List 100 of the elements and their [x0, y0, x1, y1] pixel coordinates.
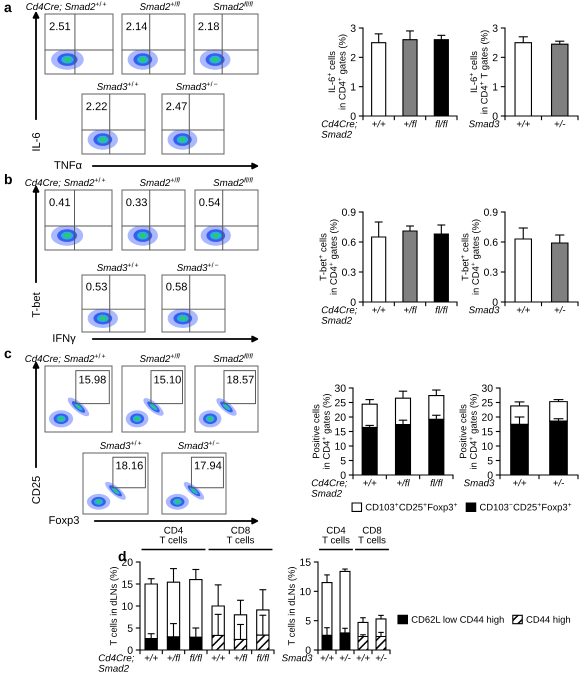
y-tick-label: 5: [306, 617, 311, 625]
legend-label: CD103$^{+}$CD25$^{+}$Foxp3$^{+}$: [366, 503, 458, 512]
category-label: Smad3$^{+/+}$: [97, 81, 138, 90]
y-tick-label: 20: [334, 414, 346, 421]
x-tick-label: +/+: [372, 120, 386, 128]
category-label: Smad2$^{+/fl}$: [140, 353, 180, 362]
x-tick-label: +/-: [340, 654, 351, 662]
x-tick-label: fl/fl: [430, 479, 443, 486]
x-axis-title: Smad3: [282, 654, 312, 662]
x-tick-label: +/+: [363, 479, 376, 486]
x-tick-label: +/-: [376, 654, 387, 662]
y-axis-title: Positive cells in CD4$^{+}$ gates (%): [312, 394, 332, 469]
y-tick-label: 0: [340, 472, 346, 479]
category-label: Smad3$^{+/+}$: [100, 440, 142, 450]
x-axis-title: Smad3: [468, 120, 500, 128]
x-axis-title: Cd4Cre; Smad2: [322, 120, 358, 138]
legend-label: CD44 high: [526, 616, 570, 625]
x-tick-label: +/-: [553, 479, 564, 486]
x-tick-label: fl/fl: [190, 654, 202, 662]
text: Foxp3: [49, 516, 79, 526]
x-axis-title: Smad3: [468, 306, 500, 314]
y-axis-title: T cells in dLNs (%): [110, 567, 119, 646]
x-axis-title: Smad3: [464, 479, 494, 486]
category-label: Smad3$^{+/+}$: [97, 262, 138, 272]
x-tick-label: +/-: [554, 306, 566, 314]
y-tick-label: 10: [482, 442, 493, 450]
y-tick-label: 25: [482, 399, 493, 406]
x-tick-label: +/fl: [234, 654, 248, 662]
x-tick-label: +/fl: [404, 306, 417, 314]
y-axis-title: T cells in dLNs (%): [288, 567, 297, 646]
y-tick-label: 10: [122, 602, 133, 610]
category-label: Cd4Cre; Smad2$^{+/+}$: [25, 177, 106, 188]
y-tick-label: 0.9: [342, 208, 356, 216]
y-tick-label: 5: [128, 624, 133, 632]
legend-label: CD62L low CD44 high: [412, 616, 504, 625]
y-tick-label: 3: [492, 24, 498, 32]
text: TNFα: [54, 161, 82, 169]
y-tick-label: 0: [128, 646, 133, 654]
y-axis-title: Positive cells in CD4$^{+}$ gates (%): [459, 394, 479, 469]
text: T-bet$^{+}$ cells in CD4$^{+}$ gates (%): [461, 220, 481, 294]
data-label: 2.51: [50, 22, 70, 30]
text: CD8 T cells: [226, 526, 254, 544]
y-tick-label: 1: [351, 83, 356, 90]
data-label: 18.57: [227, 376, 254, 384]
x-tick-label: +/+: [320, 654, 334, 662]
text: IL-6: [32, 132, 40, 151]
data-label: 0.33: [126, 198, 147, 206]
category-label: Smad2$^{+/fl}$: [140, 1, 180, 10]
y-tick-label: 15: [482, 428, 493, 436]
x-tick-label: +/-: [554, 120, 566, 128]
category-label: Smad3$^{+/−}$: [178, 440, 220, 450]
x-tick-label: +/+: [516, 120, 530, 128]
data-label: 0.41: [49, 198, 70, 206]
legend-label: CD103$^{−}$CD25$^{+}$Foxp3$^{+}$: [480, 503, 572, 512]
y-tick-label: 30: [482, 384, 493, 392]
y-tick-label: 30: [334, 384, 346, 392]
y-tick-label: 0: [306, 646, 311, 654]
x-tick-label: fl/fl: [435, 306, 448, 314]
y-tick-label: 20: [482, 414, 493, 421]
data-label: 2.14: [126, 22, 148, 30]
data-label: 15.98: [79, 376, 106, 384]
x-axis-title: Cd4Cre; Smad2: [98, 654, 134, 672]
x-tick-label: +/+: [513, 479, 526, 486]
x-axis-title: Cd4Cre; Smad2: [322, 306, 358, 324]
data-label: 15.10: [154, 376, 181, 384]
category-label: Smad3$^{+/−}$: [176, 81, 218, 90]
text: IFNγ: [53, 334, 76, 344]
x-tick-label: +/fl: [404, 120, 417, 128]
text: b: [4, 174, 12, 184]
x-tick-label: +/+: [372, 306, 386, 314]
category-label: Smad2$^{+/fl}$: [140, 177, 180, 186]
x-tick-label: +/fl: [396, 479, 410, 486]
category-label: Cd4Cre; Smad2$^{+/+}$: [25, 353, 106, 364]
y-tick-label: 15: [300, 558, 311, 566]
y-tick-label: 10: [300, 588, 311, 596]
y-tick-label: 0: [488, 472, 493, 479]
y-tick-label: 0: [350, 112, 356, 120]
y-tick-label: 0.6: [484, 238, 498, 246]
y-tick-label: 2: [350, 54, 356, 62]
x-tick-label: +/+: [144, 654, 158, 662]
text: c: [4, 350, 12, 358]
x-tick-label: fl/fl: [256, 654, 270, 662]
y-tick-label: 5: [340, 457, 346, 464]
y-tick-label: 0.3: [342, 268, 356, 276]
y-tick-label: 0.6: [342, 238, 356, 246]
data-label: 18.16: [116, 462, 143, 470]
x-tick-label: +/+: [356, 654, 370, 662]
x-tick-label: fl/fl: [435, 120, 448, 128]
text: T-bet: [32, 292, 40, 318]
y-tick-label: 0.9: [484, 208, 498, 216]
y-tick-label: 15: [122, 580, 133, 588]
y-tick-label: 0: [492, 112, 498, 120]
y-tick-label: 10: [335, 442, 346, 450]
category-label: Smad2$^{fl/fl}$: [213, 177, 253, 186]
text: a: [4, 4, 12, 12]
text: CD8 T cells: [358, 526, 386, 544]
text: IL-6$^{+}$ cells in CD4$^{+}$ gates (%): [328, 34, 348, 110]
y-tick-label: 1: [493, 83, 498, 90]
x-tick-label: +/fl: [167, 654, 180, 662]
x-tick-label: +/+: [212, 654, 225, 662]
